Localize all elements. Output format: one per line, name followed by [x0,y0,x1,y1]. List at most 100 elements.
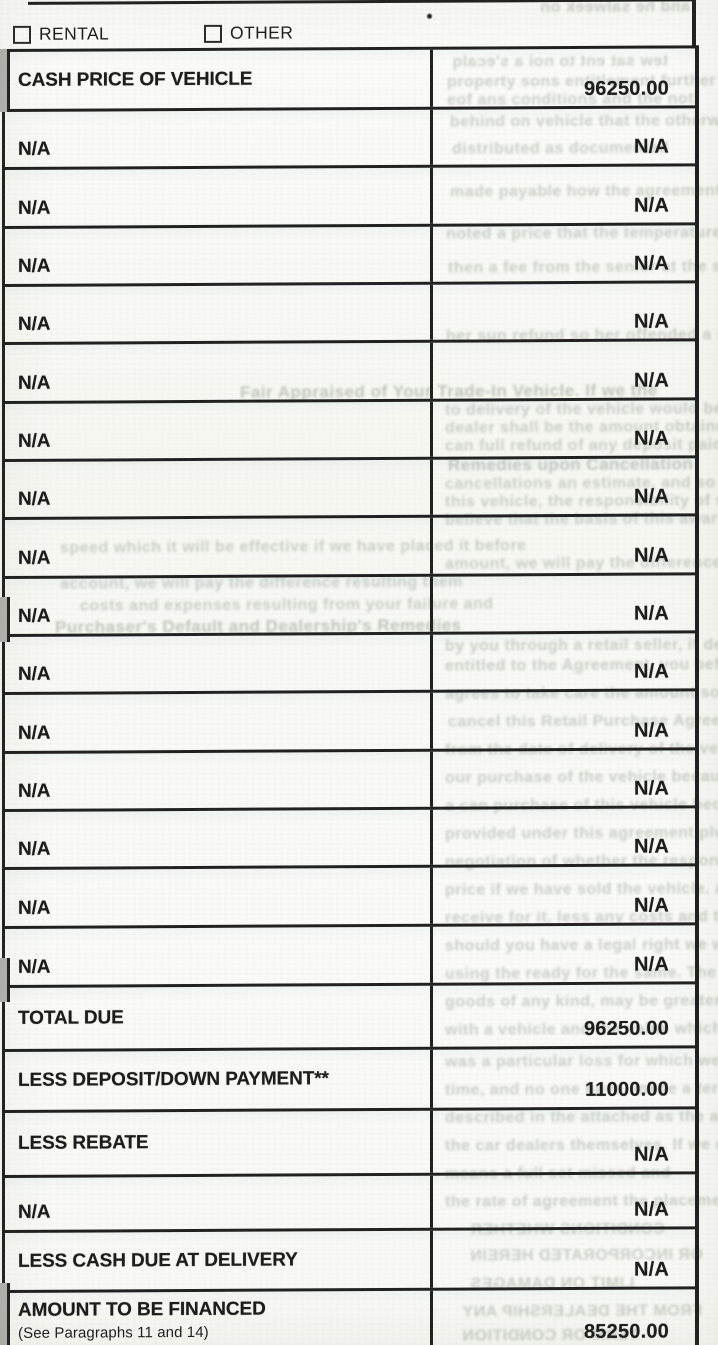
table-row: N/A N/A [5,750,695,812]
rental-checkbox-option[interactable]: RENTAL [13,23,109,45]
row-label: N/A [18,780,51,802]
row-label: N/A [18,605,51,627]
row-label: LESS CASH DUE AT DELIVERY [18,1248,298,1272]
label-cell: LESS DEPOSIT/DOWN PAYMENT** [5,1049,433,1110]
label-cell: AMOUNT TO BE FINANCED (See Paragraphs 11… [5,1290,433,1345]
table-row: N/A N/A [5,225,695,287]
label-cell: N/A [5,634,433,692]
value-cell: N/A [433,108,695,164]
other-checkbox-option[interactable]: OTHER [204,22,293,43]
table-row-cash-price: CASH PRICE OF VEHICLE 96250.00 [5,48,695,112]
table-row: N/A N/A [5,1174,695,1233]
label-cell: N/A [5,576,433,634]
label-cell: N/A [5,867,433,926]
row-value: N/A [633,602,669,625]
vehicle-type-checkbox-row: RENTAL OTHER [0,0,700,49]
value-cell: N/A [433,283,695,339]
row-label: N/A [18,547,51,569]
row-label: LESS DEPOSIT/DOWN PAYMENT** [18,1068,329,1091]
row-value: N/A [633,194,669,217]
value-cell: 96250.00 [433,984,695,1046]
row-value: N/A [633,719,669,742]
value-cell: N/A [433,575,695,631]
row-label: N/A [18,897,51,919]
value-cell: N/A [433,166,695,223]
value-cell: 85250.00 [433,1289,695,1345]
label-cell: N/A [5,517,433,576]
label-cell: N/A [5,109,433,167]
label-cell: N/A [5,226,433,284]
row-value: 96250.00 [583,77,669,100]
label-cell: N/A [5,809,433,867]
table-row: N/A N/A [5,400,695,462]
value-cell: N/A [433,691,695,748]
other-checkbox[interactable] [204,24,222,43]
left-margin-cell [0,957,10,1002]
row-value: N/A [633,310,669,333]
left-margin-cell [0,48,10,112]
value-cell: N/A [433,925,695,982]
row-label: CASH PRICE OF VEHICLE [18,68,253,91]
label-cell: N/A [5,401,433,459]
row-value: N/A [633,485,669,508]
row-label: N/A [18,663,51,685]
label-cell: N/A [5,692,433,751]
row-label: N/A [18,197,51,219]
table-row-total-due: TOTAL DUE 96250.00 [5,984,695,1052]
left-margin-cell [0,596,10,642]
row-sublabel: (See Paragraphs 11 and 14) [18,1323,209,1342]
row-value: 85250.00 [583,1320,669,1343]
table-row-less-cash-due: LESS CASH DUE AT DELIVERY N/A [5,1229,695,1293]
value-cell: N/A [433,808,695,864]
row-value: N/A [633,894,669,917]
row-value: N/A [633,135,669,158]
label-cell: N/A [5,459,433,517]
value-cell: N/A [433,1229,695,1287]
value-cell: N/A [433,633,695,689]
row-label: N/A [18,138,51,160]
row-label: N/A [18,313,51,335]
value-cell: N/A [433,516,695,573]
rental-checkbox-label: RENTAL [39,23,110,44]
value-cell: N/A [433,400,695,456]
row-label: N/A [18,838,51,860]
table-row-less-rebate: LESS REBATE N/A [5,1109,695,1178]
row-value: N/A [633,835,669,858]
value-cell: N/A [433,1174,695,1227]
row-label: N/A [18,956,51,978]
table-row: N/A N/A [5,925,695,988]
pricing-table: CASH PRICE OF VEHICLE 96250.00 N/A N/A N… [2,45,699,1345]
value-cell: N/A [433,225,695,281]
value-cell: N/A [433,750,695,806]
table-row-less-deposit: LESS DEPOSIT/DOWN PAYMENT** 11000.00 [5,1048,695,1113]
table-row: N/A N/A [5,166,695,229]
row-value: N/A [633,953,669,976]
table-row: N/A N/A [5,575,695,637]
value-cell: N/A [433,866,695,923]
label-cell: N/A [5,1175,433,1230]
row-label: N/A [18,255,51,277]
row-value: N/A [633,1143,669,1166]
row-label: LESS REBATE [18,1132,149,1154]
label-cell: N/A [5,342,433,401]
row-value: N/A [633,660,669,683]
row-value: N/A [633,369,669,392]
row-label: N/A [18,488,51,510]
row-value: 96250.00 [583,1017,669,1040]
row-label: N/A [18,430,51,452]
table-row: N/A N/A [5,458,695,520]
row-label: N/A [18,1201,51,1223]
value-cell: 96250.00 [433,48,695,106]
row-value: N/A [633,252,669,275]
label-cell: N/A [5,167,433,226]
row-label: AMOUNT TO BE FINANCED [18,1298,266,1321]
row-label: N/A [18,372,51,394]
label-cell: N/A [5,926,433,985]
value-cell: N/A [433,1109,695,1172]
table-row-amount-financed: AMOUNT TO BE FINANCED (See Paragraphs 11… [5,1289,695,1345]
table-row: N/A N/A [5,283,695,345]
rental-checkbox[interactable] [13,25,31,44]
row-value: N/A [633,777,669,800]
